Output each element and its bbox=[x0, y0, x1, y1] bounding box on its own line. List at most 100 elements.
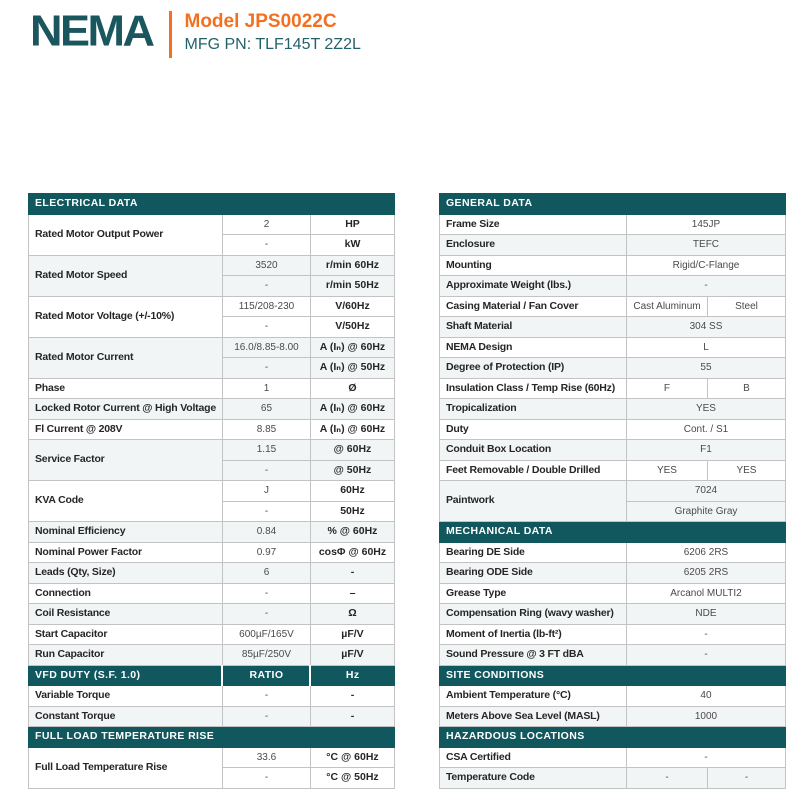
row-value: 85µF/250V bbox=[221, 644, 311, 666]
table-row: Rated Motor Output Power 2 HP bbox=[28, 213, 395, 256]
table-row: Bearing ODE Side 6205 2RS bbox=[438, 562, 786, 584]
row-label: Bearing ODE Side bbox=[438, 562, 627, 584]
table-row: Mounting Rigid/C-Flange bbox=[438, 254, 786, 276]
row-label: Moment of Inertia (lb-ft²) bbox=[438, 623, 627, 645]
row-value: 1 bbox=[221, 377, 311, 399]
row-label: Feet Removable / Double Drilled bbox=[438, 459, 627, 481]
row-value: YES bbox=[625, 459, 708, 481]
row-unit: – bbox=[309, 582, 395, 604]
row-unit: A (Iₙ) @ 50Hz bbox=[309, 357, 395, 379]
row-label: Duty bbox=[438, 418, 627, 440]
row-value: 1.15 bbox=[221, 439, 311, 461]
row-label: CSA Certified bbox=[438, 746, 627, 768]
table-row: Casing Material / Fan Cover Cast Aluminum… bbox=[438, 295, 786, 317]
row-label: Insulation Class / Temp Rise (60Hz) bbox=[438, 377, 627, 399]
row-value: 3520 bbox=[221, 254, 311, 276]
row-value: 55 bbox=[625, 357, 786, 379]
section-header-row: SITE CONDITIONS bbox=[438, 664, 786, 686]
row-value: 16.0/8.85-8.00 bbox=[221, 336, 311, 358]
row-label: Mounting bbox=[438, 254, 627, 276]
row-value: - bbox=[221, 582, 311, 604]
section-col2-header: RATIO bbox=[221, 664, 311, 686]
row-value: - bbox=[625, 767, 708, 789]
row-unit: cosΦ @ 60Hz bbox=[309, 541, 395, 563]
row-label: Rated Motor Current bbox=[28, 336, 223, 379]
table-row: Paintwork 7024 bbox=[438, 480, 786, 522]
table-row: Insulation Class / Temp Rise (60Hz) F B bbox=[438, 377, 786, 399]
section-header-row: GENERAL DATA bbox=[438, 193, 786, 215]
section-title: SITE CONDITIONS bbox=[438, 664, 786, 686]
row-value: - bbox=[221, 500, 311, 522]
row-value: NDE bbox=[625, 603, 786, 625]
table-row: Start Capacitor 600µF/165V µF/V bbox=[28, 623, 395, 645]
row-label: Nominal Efficiency bbox=[28, 521, 223, 543]
row-label: Start Capacitor bbox=[28, 623, 223, 645]
table-row: Degree of Protection (IP) 55 bbox=[438, 357, 786, 379]
row-value: 65 bbox=[221, 398, 311, 420]
table-row: CSA Certified - bbox=[438, 746, 786, 768]
table-row: Bearing DE Side 6206 2RS bbox=[438, 541, 786, 563]
brand-divider bbox=[168, 11, 172, 58]
table-row: Rated Motor Current 16.0/8.85-8.00 A (Iₙ) … bbox=[28, 336, 395, 379]
row-value: 8.85 bbox=[221, 418, 311, 440]
row-value: 6205 2RS bbox=[625, 562, 786, 584]
row-value: J bbox=[221, 480, 311, 502]
section-col3-header: Hz bbox=[309, 664, 395, 686]
row-label: Compensation Ring (wavy washer) bbox=[438, 603, 627, 625]
row-value: F bbox=[625, 377, 708, 399]
section-header-row: VFD DUTY (S.F. 1.0) RATIO Hz bbox=[28, 664, 395, 686]
row-unit: V/60Hz bbox=[309, 295, 395, 317]
row-unit: 50Hz bbox=[309, 500, 395, 522]
row-unit: µF/V bbox=[309, 623, 395, 645]
row-value: L bbox=[625, 336, 786, 358]
section-header-row: HAZARDOUS LOCATIONS bbox=[438, 726, 786, 748]
row-value: Cast Aluminum bbox=[625, 295, 708, 317]
row-unit: HP bbox=[309, 213, 395, 235]
row-value: - bbox=[221, 316, 311, 338]
row-value: 40 bbox=[625, 685, 786, 707]
nema-logo: NEMA bbox=[30, 6, 155, 56]
row-label: Run Capacitor bbox=[28, 644, 223, 666]
table-row: Duty Cont. / S1 bbox=[438, 418, 786, 440]
row-label: Frame Size bbox=[438, 213, 627, 235]
row-label: Bearing DE Side bbox=[438, 541, 627, 563]
table-row: Leads (Qty, Size) 6- bbox=[28, 562, 395, 584]
row-value: 0.84 bbox=[221, 521, 311, 543]
table-row: KVA Code J 60Hz bbox=[28, 480, 395, 522]
row-unit: °C @ 60Hz bbox=[309, 746, 395, 768]
table-row: - V/50Hz bbox=[29, 316, 395, 338]
row-value: - bbox=[221, 357, 311, 379]
row-value: 600µF/165V bbox=[221, 623, 311, 645]
general-data-table: GENERAL DATA Frame Size 145JP Enclosure TEFC… bbox=[438, 193, 786, 789]
row-value: 33.6 bbox=[221, 746, 311, 768]
spec-tables: ELECTRICAL DATA Rated Motor Output Power 2… bbox=[28, 193, 789, 789]
row-label: Nominal Power Factor bbox=[28, 541, 223, 563]
row-label: Full Load Temperature Rise bbox=[28, 746, 223, 789]
row-value: - bbox=[221, 459, 311, 481]
table-row: Phase 1 Ø bbox=[28, 377, 395, 399]
row-value: Graphite Gray bbox=[625, 500, 786, 522]
row-value: - bbox=[221, 275, 311, 297]
table-row: Meters Above Sea Level (MASL) 1000 bbox=[438, 705, 786, 727]
table-row: Grease Type Arcanol MULTI2 bbox=[438, 582, 786, 604]
row-label: Sound Pressure @ 3 FT dBA bbox=[438, 644, 627, 666]
row-value: 7024 bbox=[625, 480, 786, 502]
row-label: Phase bbox=[28, 377, 223, 399]
row-value: 6 bbox=[221, 562, 311, 584]
section-title: VFD DUTY (S.F. 1.0) bbox=[28, 664, 223, 686]
row-value: 1000 bbox=[625, 705, 786, 727]
table-row: Frame Size 145JP bbox=[438, 213, 786, 235]
table-row: Enclosure TEFC bbox=[438, 234, 786, 256]
table-row: Fl Current @ 208V 8.85 A (Iₙ) @ 60Hz bbox=[28, 418, 395, 440]
row-value: 115/208-230 bbox=[221, 295, 311, 317]
section-header-row: ELECTRICAL DATA bbox=[28, 193, 395, 215]
table-row: Feet Removable / Double Drilled YES YES bbox=[438, 459, 786, 481]
row-label: Rated Motor Voltage (+/-10%) bbox=[28, 295, 223, 338]
row-label: Approximate Weight (lbs.) bbox=[438, 275, 627, 297]
table-row: NEMA Design L bbox=[438, 336, 786, 358]
row-value: F1 bbox=[625, 439, 786, 461]
table-row: Full Load Temperature Rise 33.6 °C @ 60Hz bbox=[28, 746, 395, 789]
row-value: YES bbox=[625, 398, 786, 420]
row-unit: V/50Hz bbox=[309, 316, 395, 338]
table-row: Moment of Inertia (lb-ft²) - bbox=[438, 623, 786, 645]
